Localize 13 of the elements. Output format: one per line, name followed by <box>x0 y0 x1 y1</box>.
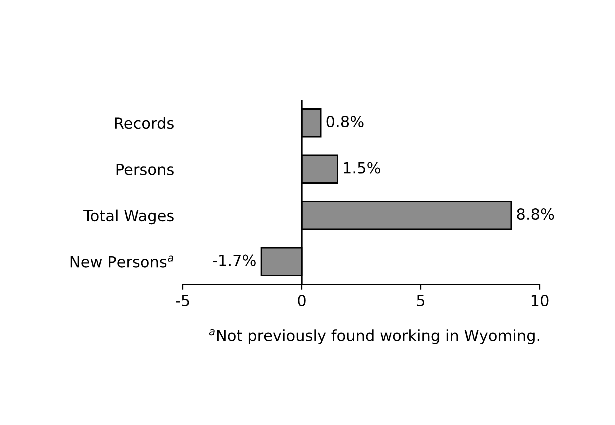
x-tick-label: -5 <box>176 295 190 307</box>
y-tick-label: Total Wages <box>84 210 174 225</box>
y-tick-label: Records <box>115 117 174 130</box>
data-label: -1.7% <box>213 254 256 266</box>
y-tick-label: New Persons$^{a}$ <box>70 256 174 268</box>
data-label: 0.8% <box>326 116 364 128</box>
x-tick-label: 10 <box>532 294 549 307</box>
data-label: 8.8% <box>517 208 554 220</box>
text: $^{a}$Not previously found working in Wyoming. <box>209 329 540 344</box>
data-label: 1.5% <box>344 162 380 174</box>
x-tick-label: 5 <box>417 295 425 307</box>
y-tick-label: Persons <box>116 164 174 176</box>
x-tick-label: 0 <box>298 294 306 307</box>
